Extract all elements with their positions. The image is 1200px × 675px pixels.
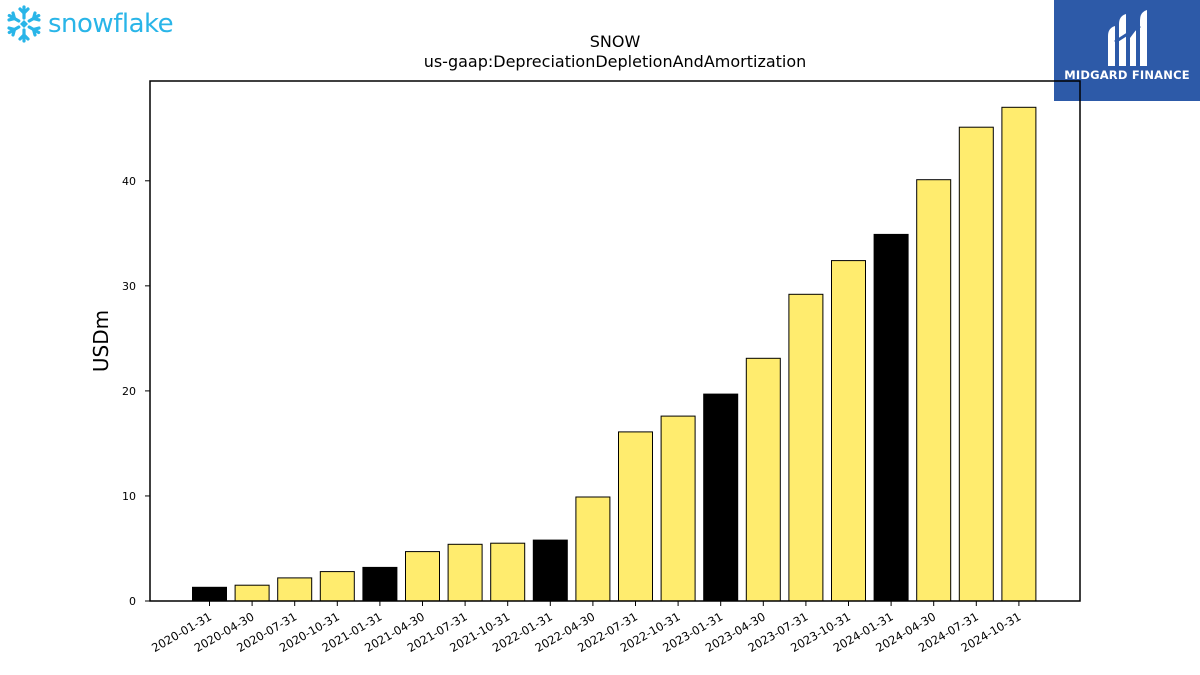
bar: [618, 431, 653, 602]
midgard-finance-name: MIDGARD FINANCE: [1064, 68, 1190, 82]
bar: [660, 415, 696, 602]
bar: [958, 126, 994, 602]
bar: [788, 293, 824, 602]
bar: [490, 542, 526, 602]
bar: [745, 357, 781, 602]
snowflake-wordmark: snowflake: [48, 9, 174, 39]
bar: [447, 543, 483, 602]
bar: [362, 566, 398, 602]
bar: [277, 577, 313, 602]
y-axis-label: USDm: [89, 310, 113, 372]
bar: [1001, 106, 1037, 602]
midgard-logo-icon: [1108, 10, 1147, 66]
bar: [873, 233, 909, 602]
y-tick-label: 30: [122, 280, 136, 293]
bar: [192, 586, 227, 602]
y-tick-label: 20: [122, 385, 136, 398]
bar: [916, 179, 952, 602]
bar: [532, 539, 568, 602]
snowflake-brand: snowflake: [4, 4, 174, 44]
bar: [319, 571, 355, 602]
bar: [405, 551, 440, 602]
bar: [831, 260, 866, 602]
y-tick-label: 10: [122, 490, 136, 503]
bar: [234, 584, 270, 602]
y-tick-label: 0: [129, 595, 136, 608]
snowflake-logo-icon: [7, 5, 41, 43]
bar: [575, 496, 611, 602]
chart-title: SNOW: [589, 32, 641, 51]
plot-frame: [149, 80, 1081, 602]
midgard-finance-brand: MIDGARD FINANCE: [1054, 0, 1200, 101]
chart-subtitle: us-gaap:DepreciationDepletionAndAmortiza…: [423, 52, 807, 71]
y-tick-label: 40: [122, 175, 136, 188]
bar: [703, 393, 739, 602]
